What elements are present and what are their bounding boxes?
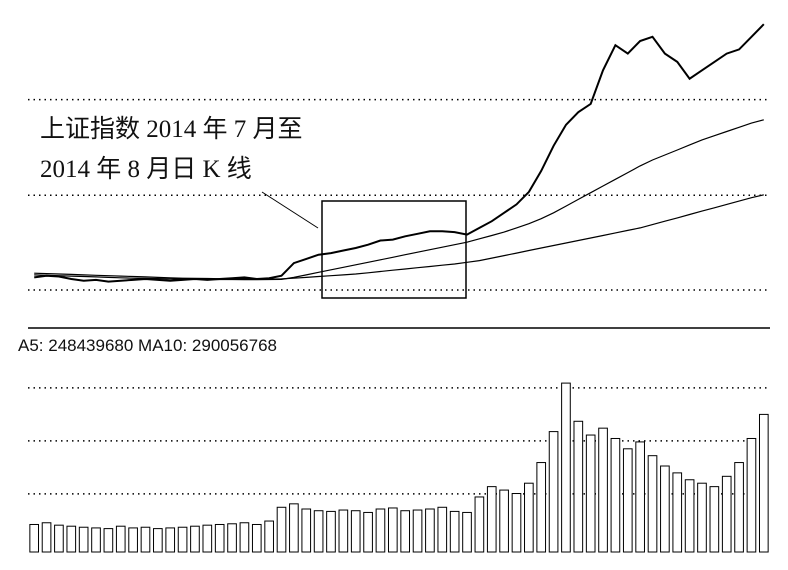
volume-bar [449,510,460,553]
volume-label: A5: 248439680 MA10: 290056768 [18,336,277,355]
volume-bar [140,526,151,553]
volume-bar [276,506,287,553]
volume-bar [462,511,472,553]
volume-bar [610,437,621,553]
volume-bar [289,503,299,553]
volume-bar [511,493,522,553]
volume-bar [190,525,200,553]
volume-bar [660,465,670,553]
volume-bar [412,509,423,553]
volume-bar [499,489,509,553]
volume-bar [103,528,114,553]
volume-bar [78,526,89,553]
volume-bar [227,523,237,553]
volume-bar [202,524,213,553]
volume-bar [301,508,312,553]
volume-bar [326,510,336,553]
volume-bar [177,526,188,553]
volume-bar [425,508,435,553]
volume-bar [536,462,547,553]
volume-bar [128,527,138,553]
volume-bar [573,420,584,553]
volume-bar [387,507,398,553]
volume-bar [635,441,645,553]
volume-bar [758,413,769,553]
volume-bar [709,486,720,553]
annotation: 上证指数 2014 年 7 月至 [40,115,303,143]
volume-bar [350,510,361,553]
volume-bar [338,509,349,553]
volume-bar [598,427,608,553]
volume-bar [239,522,250,553]
volume-bar [561,382,571,553]
volume-bar [91,527,101,553]
volume-bar [734,462,744,553]
volume-bar [264,520,274,553]
volume-bar [622,448,633,553]
volume-bar [165,527,176,553]
volume-bar [214,523,225,553]
price-line [34,194,764,280]
volume-bar [585,434,596,553]
volume-bar [153,528,163,553]
volume-bar [41,522,52,553]
volume-bar [474,496,485,553]
price-line [34,119,764,281]
leader-line [261,191,319,229]
annotation: 2014 年 8 月日 K 线 [40,155,252,183]
highlight-box [321,200,467,299]
volume-bar [548,431,559,553]
volume-bar [251,523,262,553]
volume-bar [29,523,40,553]
volume-bar [363,511,373,553]
volume-bar [524,482,534,553]
volume-bar [647,455,658,553]
volume-bar [375,508,386,553]
volume-bar [115,525,126,553]
volume-bar [697,482,707,553]
price-line [34,23,765,283]
volume-bar [400,510,411,553]
volume-bar [684,479,695,553]
volume-bar [721,475,732,553]
volume-bar [54,524,64,553]
volume-bar [313,510,324,553]
volume-bar [486,486,497,553]
volume-bar [437,506,448,553]
volume-bar [672,472,683,553]
volume-bar [746,437,757,553]
volume-bar [66,525,77,553]
